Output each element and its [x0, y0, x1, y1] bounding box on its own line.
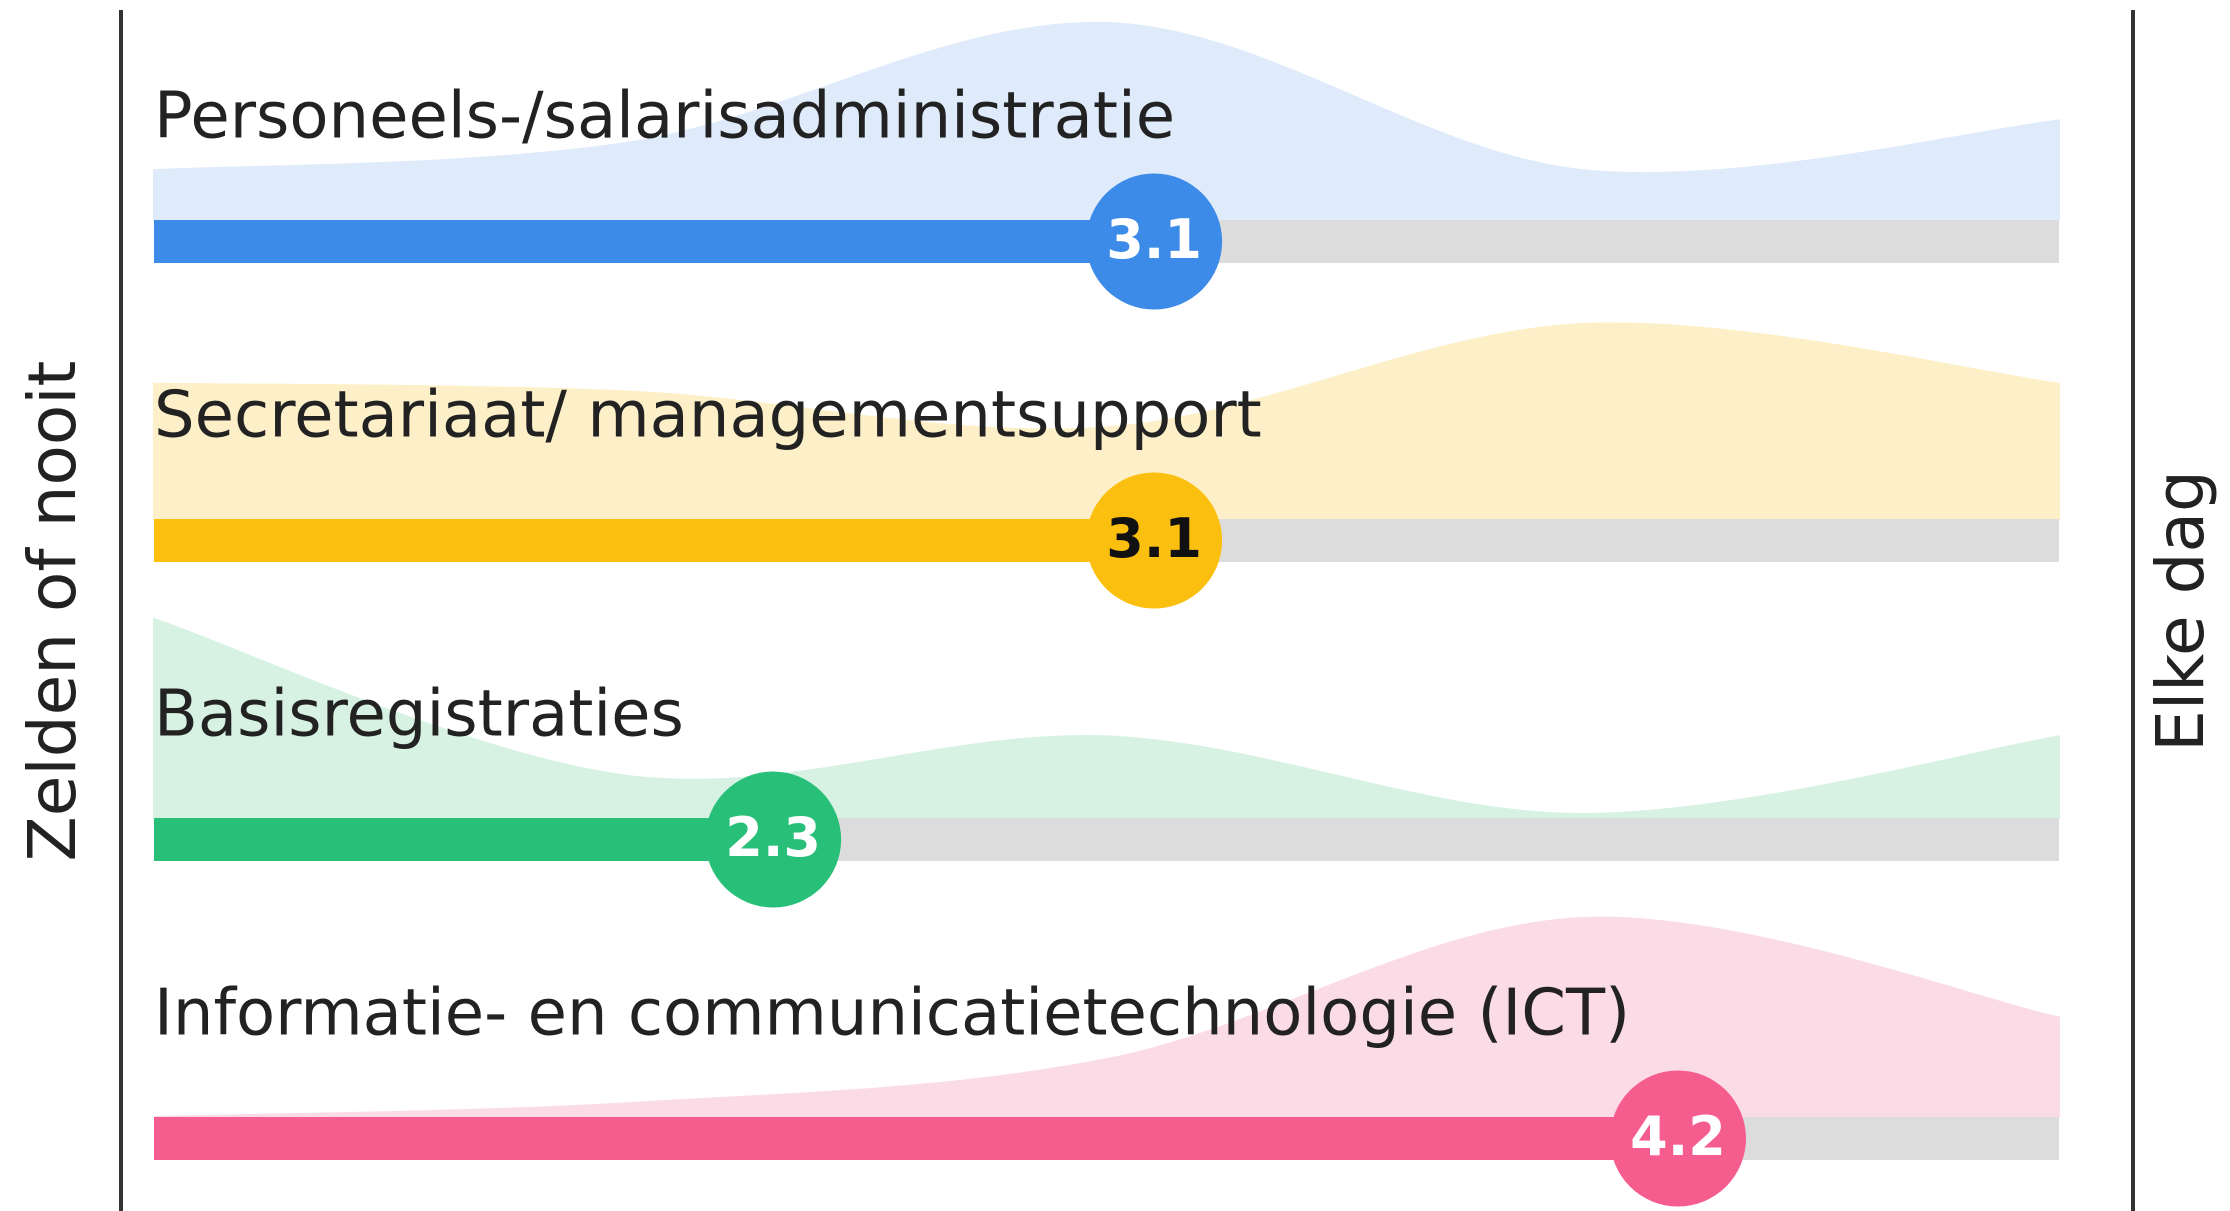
series-label: Basisregistraties [154, 678, 684, 752]
value-marker [705, 771, 842, 908]
distribution-area [153, 21, 2060, 221]
bar [154, 1117, 1678, 1160]
value-label: 3.1 [1106, 208, 1202, 271]
value-marker [1086, 472, 1223, 609]
bar [154, 220, 1155, 263]
value-marker [1086, 173, 1223, 310]
bar [154, 519, 1155, 562]
value-marker [1610, 1070, 1746, 1207]
distribution-area [153, 916, 2060, 1118]
distribution-area [153, 322, 2060, 520]
right-label: Elke dag [2142, 470, 2219, 752]
distribution-area [153, 617, 2060, 819]
series-label: Informatie- en communicatietechnologie (… [154, 977, 1630, 1051]
value-label: 2.3 [725, 806, 821, 869]
value-label: 3.1 [1106, 507, 1202, 570]
left-label: Zelden of nooit [14, 361, 91, 862]
bar [154, 818, 774, 861]
value-label: 4.2 [1630, 1105, 1726, 1168]
series-label: Secretariaat/ managementsupport [154, 379, 1262, 453]
series-label: Personeels-/salarisadministratie [154, 80, 1175, 154]
